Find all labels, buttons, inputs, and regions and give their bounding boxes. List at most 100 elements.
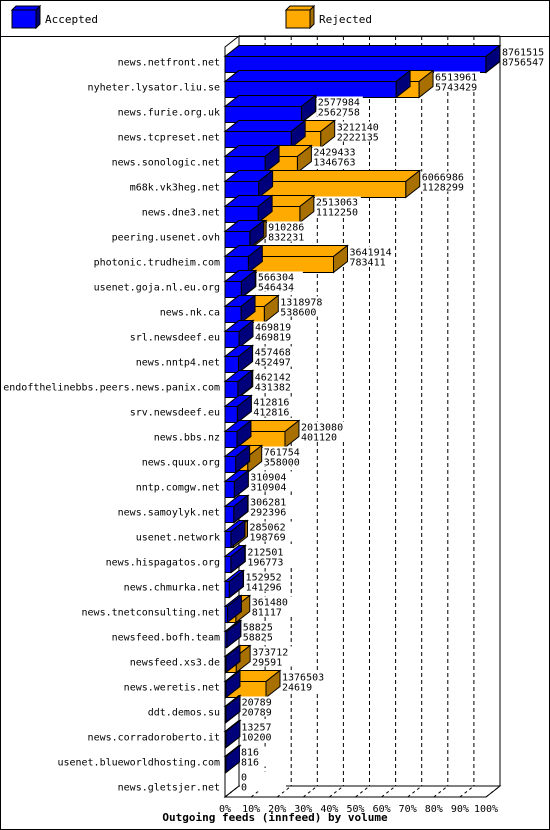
data-label-bg (240, 746, 287, 767)
data-label-rejected: 0 (241, 773, 247, 784)
data-label-rejected: 1376503 (282, 673, 324, 684)
data-label-bg (250, 596, 297, 617)
x-axis-label: Outgoing feeds (innfeed) by volume (162, 811, 388, 824)
data-label-accepted: 196773 (247, 558, 283, 569)
data-label-bg (262, 446, 309, 467)
data-label-rejected: 566304 (258, 273, 294, 284)
bar-accepted (223, 644, 242, 674)
category-label: srl.newsdeef.eu (130, 333, 220, 344)
category-label: news.bbs.nz (154, 433, 220, 444)
category-label: usenet.goja.nl.eu.org (94, 283, 220, 294)
bar-accepted (223, 369, 254, 399)
data-label-rejected: 2513063 (316, 198, 358, 209)
data-label-accepted: 8756547 (502, 58, 544, 69)
data-label-rejected: 6066986 (422, 173, 464, 184)
data-label-rejected: 306281 (250, 498, 286, 509)
bar-accepted (223, 719, 242, 749)
floor-gridline (302, 785, 318, 798)
data-label-accepted: 412816 (253, 408, 289, 419)
x-tick-label: 30% (294, 804, 312, 815)
data-label-bg (253, 321, 300, 342)
category-label: news.chmurka.net (124, 583, 220, 594)
x-tick-label: 90% (451, 804, 469, 815)
bar-accepted (223, 144, 281, 174)
data-label-accepted: 310904 (250, 483, 286, 494)
category-label: news.sonologic.net (112, 158, 220, 169)
data-label-accepted: 431382 (255, 383, 291, 394)
x-tick-label: 10% (242, 804, 260, 815)
data-label-accepted: 452497 (255, 358, 291, 369)
data-label-accepted: 81117 (252, 608, 282, 619)
data-label-bg (348, 246, 395, 267)
category-label: news.weretis.net (124, 683, 220, 694)
data-label-rejected: 6513961 (435, 73, 477, 84)
bar-accepted (223, 494, 250, 524)
bar-accepted (223, 469, 250, 499)
data-label-rejected: 8761515 (502, 48, 544, 59)
bar-accepted (223, 119, 307, 149)
bar-accepted (223, 519, 247, 549)
data-label-rejected: 910286 (268, 223, 304, 234)
data-label-bg (249, 471, 296, 492)
data-label-bg (248, 521, 295, 542)
bar-accepted (223, 744, 242, 774)
floor-gridline (381, 785, 396, 798)
bar-accepted (223, 69, 412, 99)
data-label-rejected: 1318978 (280, 298, 322, 309)
data-label-accepted: 292396 (250, 508, 286, 519)
data-label-accepted: 2562758 (318, 108, 360, 119)
category-label: news.nk.ca (160, 308, 220, 319)
data-label-rejected: 462142 (255, 373, 291, 384)
x-tick-label: 50% (346, 804, 364, 815)
data-label-accepted: 198769 (249, 533, 285, 544)
data-label-rejected: 412816 (253, 398, 289, 409)
data-label-rejected: 373712 (252, 648, 288, 659)
data-label-rejected: 2577984 (318, 98, 360, 109)
bar-accepted (223, 694, 242, 724)
data-label-rejected: 3212140 (337, 123, 379, 134)
category-label: nyheter.lysator.liu.se (88, 83, 220, 94)
data-label-accepted: 469819 (255, 333, 291, 344)
data-label-rejected: 212501 (247, 548, 283, 559)
category-label: news.samoylyk.net (118, 508, 220, 519)
data-label-accepted: 10200 (241, 733, 271, 744)
x-tick-label: 0% (219, 804, 231, 815)
category-label: srv.newsdeef.eu (130, 408, 220, 419)
bar-accepted (223, 194, 274, 224)
category-label: news.nntp4.net (136, 358, 220, 369)
data-label-accepted: 832231 (268, 233, 304, 244)
x-tick-label: 80% (425, 804, 443, 815)
data-label-bg (240, 721, 287, 742)
category-label: news.hispagatos.org (106, 558, 220, 569)
data-label-accepted: 1112250 (316, 208, 358, 219)
data-label-bg (267, 221, 314, 242)
category-label: news.corradoroberto.it (88, 733, 220, 744)
legend: Accepted Rejected (10, 4, 372, 30)
data-label-bg (299, 421, 346, 442)
bar-accepted (223, 169, 275, 199)
bar-accepted (223, 569, 245, 599)
bar-accepted (223, 594, 243, 624)
data-label-rejected: 58825 (243, 623, 273, 634)
data-label-rejected: 469819 (255, 323, 291, 334)
data-label-accepted: 141296 (246, 583, 282, 594)
bar-accepted (223, 344, 254, 374)
bar-accepted (223, 419, 253, 449)
data-label-accepted: 358000 (264, 458, 300, 469)
category-label: news.dne3.net (142, 208, 220, 219)
data-label-accepted: 0 (241, 783, 247, 794)
data-label-accepted: 401120 (301, 433, 337, 444)
floor-gridline (459, 785, 475, 798)
floor-gridline (224, 785, 240, 798)
data-label-bg (244, 571, 291, 592)
bar-accepted (223, 444, 252, 474)
category-label: news.tnetconsulting.net (82, 608, 220, 619)
data-label-rejected: 816 (241, 748, 259, 759)
bar-accepted (223, 319, 255, 349)
bar-accepted (223, 544, 247, 574)
data-label-bg (241, 621, 288, 642)
bar-accepted (223, 244, 264, 274)
category-label: nntp.comgw.net (136, 483, 220, 494)
data-label-rejected: 761754 (264, 448, 300, 459)
